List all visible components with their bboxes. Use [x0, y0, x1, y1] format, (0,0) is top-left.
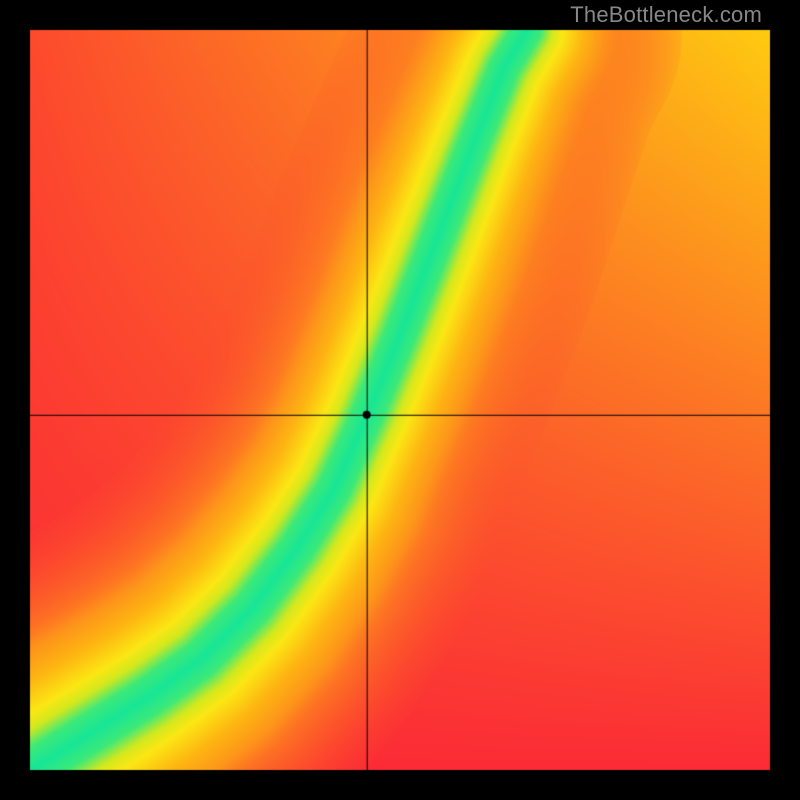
- chart-container: TheBottleneck.com: [0, 0, 800, 800]
- watermark-text: TheBottleneck.com: [570, 2, 762, 28]
- bottleneck-heatmap: [0, 0, 800, 800]
